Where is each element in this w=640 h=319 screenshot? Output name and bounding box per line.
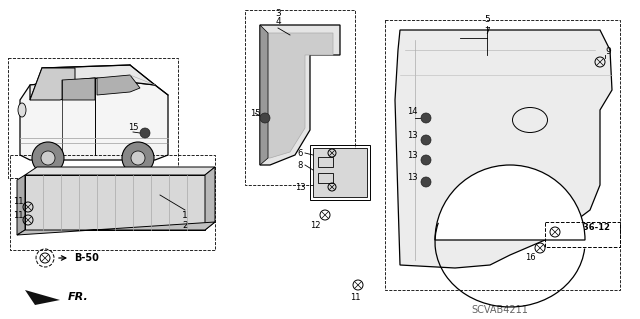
Text: 6: 6 [298, 149, 303, 158]
Text: 11: 11 [349, 293, 360, 301]
Polygon shape [25, 175, 205, 230]
Bar [313, 148, 367, 197]
Text: 10: 10 [557, 218, 567, 226]
Text: 15: 15 [250, 108, 260, 117]
Polygon shape [17, 222, 215, 235]
Text: B-50: B-50 [75, 253, 99, 263]
Text: FR.: FR. [68, 292, 89, 302]
Text: 9: 9 [605, 48, 611, 56]
Text: 13: 13 [406, 151, 417, 160]
Text: 16: 16 [525, 254, 535, 263]
Bar [318, 173, 333, 183]
Text: 1: 1 [182, 211, 188, 219]
Bar [385, 20, 620, 290]
Circle shape [421, 135, 431, 145]
Circle shape [421, 155, 431, 165]
Bar [545, 222, 620, 247]
Bar [10, 155, 215, 250]
Polygon shape [268, 33, 333, 158]
Wedge shape [435, 165, 585, 240]
Text: 11: 11 [13, 211, 23, 219]
Polygon shape [260, 25, 340, 165]
Text: 8: 8 [298, 160, 303, 169]
Polygon shape [30, 68, 75, 100]
Text: 5: 5 [484, 16, 490, 25]
Circle shape [122, 142, 154, 174]
Polygon shape [25, 167, 215, 175]
Bar [245, 10, 355, 185]
Text: 7: 7 [484, 27, 490, 36]
Text: 13: 13 [294, 182, 305, 191]
Polygon shape [30, 65, 155, 100]
Text: SCVAB4211: SCVAB4211 [472, 305, 529, 315]
Text: B-36-12: B-36-12 [573, 224, 611, 233]
Polygon shape [25, 290, 60, 305]
Circle shape [421, 177, 431, 187]
Text: 14: 14 [407, 108, 417, 116]
Polygon shape [395, 30, 612, 268]
Text: 12: 12 [310, 220, 320, 229]
Ellipse shape [18, 103, 26, 117]
Circle shape [32, 142, 64, 174]
Text: 2: 2 [182, 220, 188, 229]
Bar [8, 58, 178, 178]
Circle shape [131, 151, 145, 165]
Polygon shape [62, 78, 95, 100]
Text: 13: 13 [406, 174, 417, 182]
Text: 4: 4 [275, 18, 281, 26]
Bar [318, 157, 333, 167]
Polygon shape [260, 25, 268, 165]
Polygon shape [97, 75, 140, 95]
Polygon shape [205, 167, 215, 230]
Text: 15: 15 [128, 123, 138, 132]
Text: 11: 11 [13, 197, 23, 206]
Text: 13: 13 [406, 130, 417, 139]
Circle shape [41, 151, 55, 165]
Bar [310, 145, 370, 200]
Text: 3: 3 [275, 10, 281, 19]
Circle shape [421, 113, 431, 123]
Polygon shape [20, 78, 168, 160]
Circle shape [140, 128, 150, 138]
Polygon shape [17, 175, 25, 235]
Circle shape [260, 113, 270, 123]
